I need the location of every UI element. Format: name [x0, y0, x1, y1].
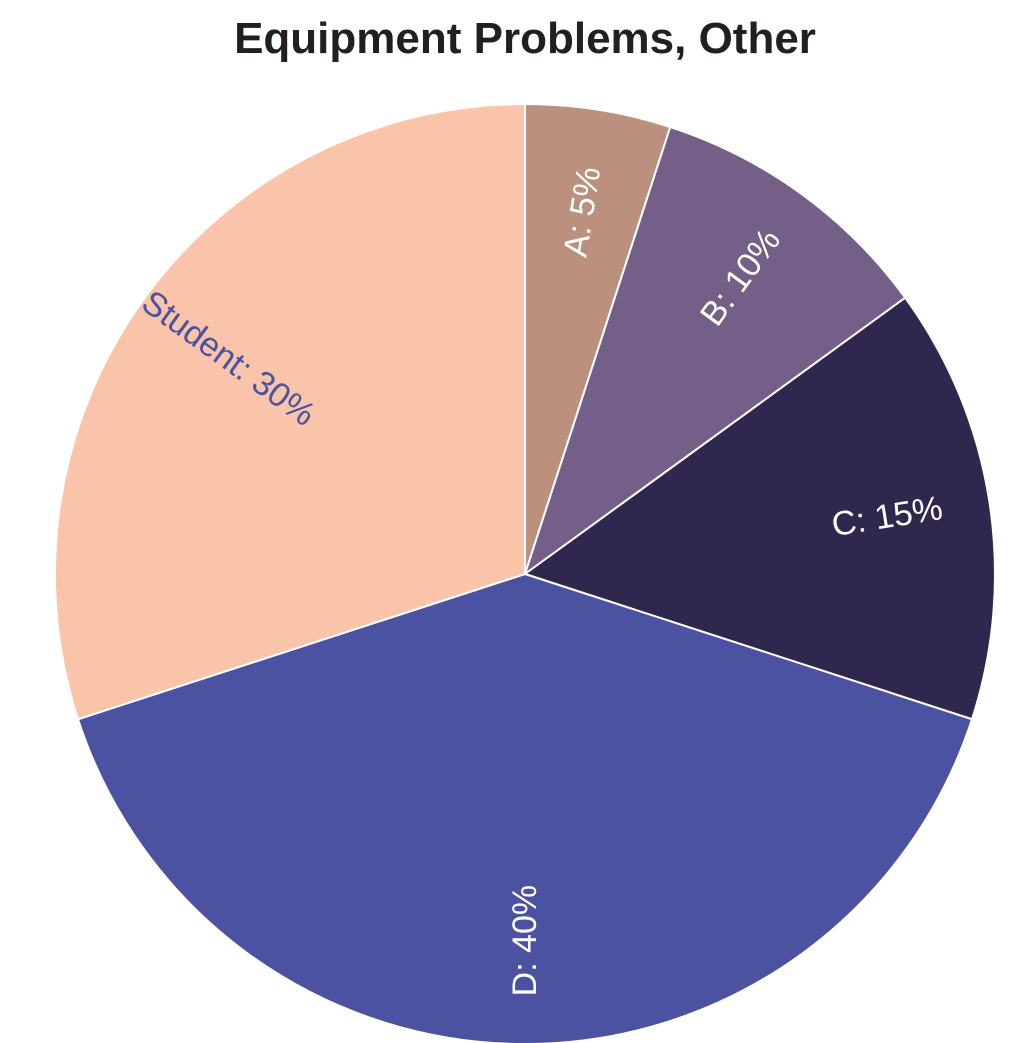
pie-slice-d	[76, 572, 974, 1043]
chart-title: Equipment Problems, Other	[234, 14, 816, 63]
pie-slices	[54, 102, 996, 1043]
pie-label-d: D: 40%	[506, 885, 544, 997]
pie-slice-student	[54, 102, 526, 721]
pie-slice-c	[522, 296, 996, 721]
pie-slice-b	[523, 125, 907, 577]
pie-slice-a	[524, 102, 672, 575]
